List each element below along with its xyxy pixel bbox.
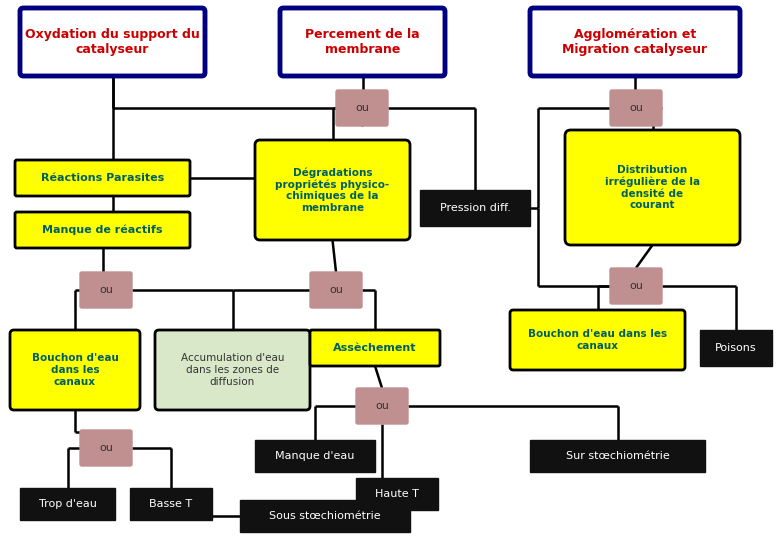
Text: Manque d'eau: Manque d'eau <box>275 451 355 461</box>
Text: Agglomération et
Migration catalyseur: Agglomération et Migration catalyseur <box>562 28 707 56</box>
Text: ou: ou <box>329 285 343 295</box>
Text: ou: ou <box>99 443 113 453</box>
Text: ou: ou <box>375 401 389 411</box>
FancyBboxPatch shape <box>530 8 740 76</box>
FancyBboxPatch shape <box>20 8 205 76</box>
FancyBboxPatch shape <box>130 488 212 520</box>
FancyBboxPatch shape <box>356 478 438 510</box>
Text: Bouchon d'eau dans les
canaux: Bouchon d'eau dans les canaux <box>528 329 667 351</box>
FancyBboxPatch shape <box>255 140 410 240</box>
FancyBboxPatch shape <box>530 440 705 472</box>
Text: Haute T: Haute T <box>375 489 419 499</box>
FancyBboxPatch shape <box>20 488 115 520</box>
FancyBboxPatch shape <box>420 190 530 226</box>
Text: Percement de la
membrane: Percement de la membrane <box>305 28 420 56</box>
Text: Oxydation du support du
catalyseur: Oxydation du support du catalyseur <box>25 28 200 56</box>
FancyBboxPatch shape <box>255 440 375 472</box>
FancyBboxPatch shape <box>356 388 408 424</box>
FancyBboxPatch shape <box>610 268 662 304</box>
Text: Sur stœchiométrie: Sur stœchiométrie <box>566 451 669 461</box>
FancyBboxPatch shape <box>15 212 190 248</box>
FancyBboxPatch shape <box>336 90 388 126</box>
FancyBboxPatch shape <box>510 310 685 370</box>
Text: ou: ou <box>629 281 643 291</box>
Text: Trop d'eau: Trop d'eau <box>38 499 97 509</box>
FancyBboxPatch shape <box>240 500 410 532</box>
Text: Manque de réactifs: Manque de réactifs <box>42 225 163 235</box>
Text: Sous stœchiométrie: Sous stœchiométrie <box>269 511 381 521</box>
FancyBboxPatch shape <box>155 330 310 410</box>
Text: ou: ou <box>355 103 369 113</box>
FancyBboxPatch shape <box>310 272 362 308</box>
FancyBboxPatch shape <box>700 330 772 366</box>
FancyBboxPatch shape <box>610 90 662 126</box>
Text: Bouchon d'eau
dans les
canaux: Bouchon d'eau dans les canaux <box>31 353 119 387</box>
FancyBboxPatch shape <box>310 330 440 366</box>
Text: ou: ou <box>99 285 113 295</box>
Text: Distribution
irrégulière de la
densité de
courant: Distribution irrégulière de la densité d… <box>605 165 700 210</box>
Text: Poisons: Poisons <box>715 343 757 353</box>
FancyBboxPatch shape <box>565 130 740 245</box>
FancyBboxPatch shape <box>280 8 445 76</box>
Text: Dégradations
propriétés physico-
chimiques de la
membrane: Dégradations propriétés physico- chimiqu… <box>275 167 390 213</box>
Text: Basse T: Basse T <box>150 499 193 509</box>
Text: Accumulation d'eau
dans les zones de
diffusion: Accumulation d'eau dans les zones de dif… <box>181 353 284 387</box>
Text: Assèchement: Assèchement <box>333 343 417 353</box>
Text: Pression diff.: Pression diff. <box>440 203 510 213</box>
Text: Réactions Parasites: Réactions Parasites <box>41 173 164 183</box>
FancyBboxPatch shape <box>80 430 132 466</box>
FancyBboxPatch shape <box>80 272 132 308</box>
Text: ou: ou <box>629 103 643 113</box>
FancyBboxPatch shape <box>15 160 190 196</box>
FancyBboxPatch shape <box>10 330 140 410</box>
